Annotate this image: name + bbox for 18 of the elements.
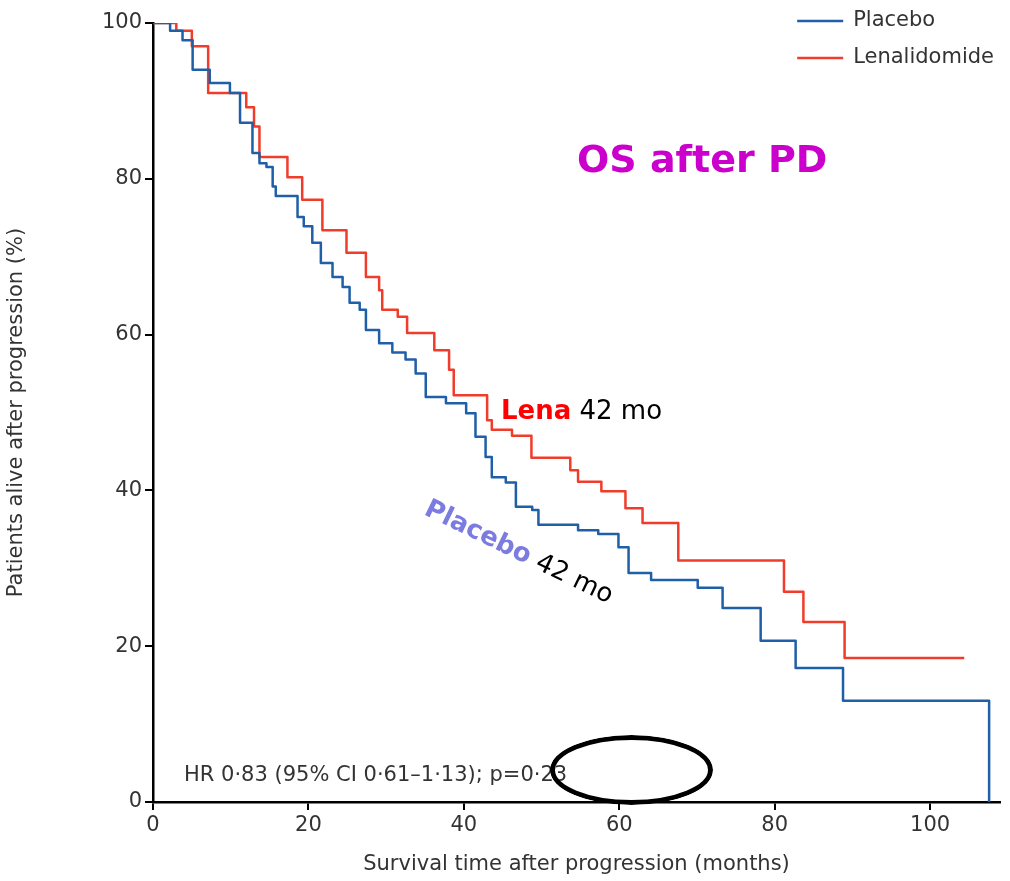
y-tick-label: 100 [101, 9, 142, 34]
y-tick-label: 60 [115, 321, 142, 346]
legend-label: Placebo [853, 7, 936, 32]
text: OS after PD [577, 137, 828, 181]
x-tick-label: 20 [295, 812, 322, 837]
x-axis-title: Survival time after progression (months) [363, 850, 790, 875]
annotation: Lena 42 mo [501, 394, 663, 425]
x-tick-label: 60 [605, 812, 633, 837]
y-tick-label: 40 [115, 476, 142, 501]
legend-label: Lenalidomide [853, 44, 995, 69]
y-tick-label: 80 [115, 165, 142, 190]
x-tick-label: 100 [910, 812, 951, 837]
y-tick-label: 0 [128, 788, 142, 813]
y-tick-label: 20 [115, 632, 142, 657]
y-axis-title: Patients alive after progression (%) [3, 227, 28, 598]
x-tick-label: 0 [146, 812, 160, 837]
x-tick-label: 80 [761, 812, 789, 837]
x-tick-label: 40 [450, 812, 478, 837]
